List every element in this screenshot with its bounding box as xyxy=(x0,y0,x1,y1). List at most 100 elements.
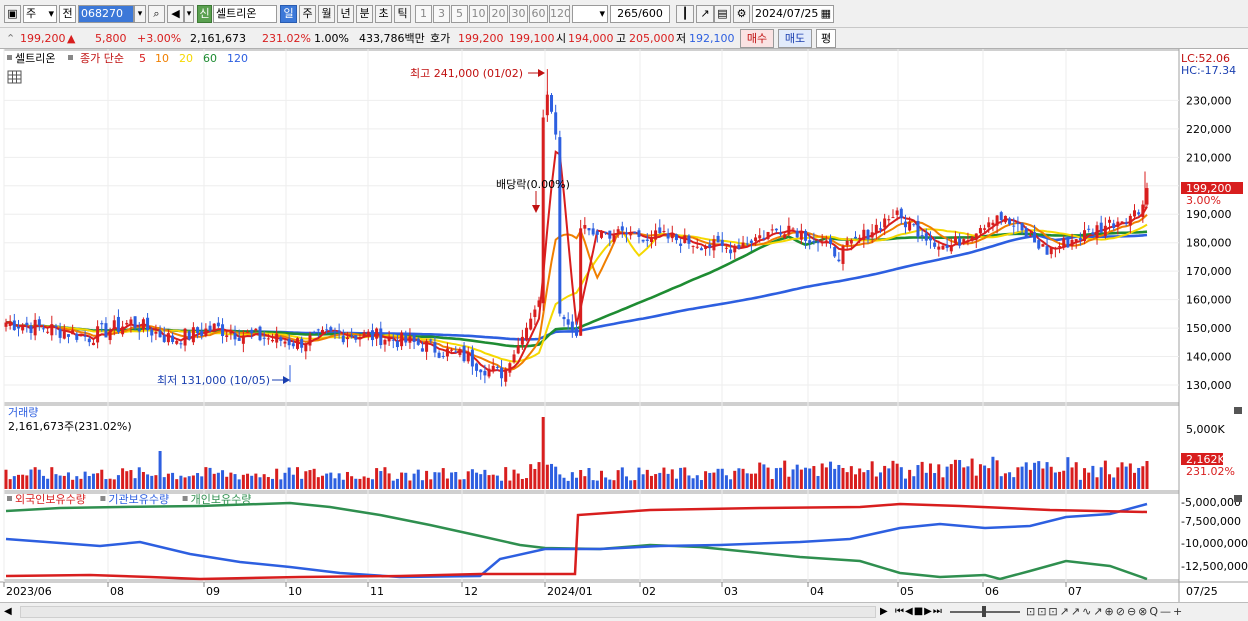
candle-body xyxy=(928,237,932,241)
ma-legend-label[interactable]: 10 xyxy=(155,52,169,65)
volume-bar xyxy=(416,469,420,489)
holdings-legend-label[interactable]: 외국인보유수량 xyxy=(15,493,86,506)
volume-bar xyxy=(400,472,404,489)
panel-close-icon[interactable] xyxy=(1234,407,1242,414)
minute-count-button-4[interactable]: 20 xyxy=(489,5,508,23)
save-icon[interactable]: ▤ xyxy=(714,5,731,23)
candle-body xyxy=(1133,210,1137,217)
candle-body xyxy=(908,222,912,231)
candle-body xyxy=(325,329,329,331)
candle-body xyxy=(1053,248,1057,250)
scroll-track[interactable] xyxy=(20,606,876,618)
legend-close-label[interactable]: 종가 단순 xyxy=(80,52,124,65)
open-label: 시 xyxy=(556,32,567,45)
date-field[interactable]: 2024/07/25 ▦ xyxy=(752,5,834,23)
period-button-6[interactable]: 틱 xyxy=(394,5,411,23)
candle-body xyxy=(404,334,408,343)
volume-bar xyxy=(670,469,674,489)
candle-body xyxy=(953,236,957,244)
ma-legend-label[interactable]: 120 xyxy=(227,52,248,65)
volume-bar xyxy=(620,467,624,489)
legend-stock-name[interactable]: 셀트리온 xyxy=(15,52,55,65)
candle-body xyxy=(554,112,558,135)
table-icon[interactable] xyxy=(7,70,22,84)
candle-body xyxy=(416,338,420,345)
speaker-icon[interactable]: ◀ xyxy=(167,5,184,23)
volume-bar xyxy=(1095,477,1099,489)
balance-button[interactable]: 평 xyxy=(816,29,836,48)
minute-count-button-5[interactable]: 30 xyxy=(509,5,528,23)
candle-body xyxy=(1058,246,1062,248)
volume-tag-pct: 231.02% xyxy=(1186,465,1235,478)
candle-body xyxy=(1003,215,1007,223)
scroll-right-icon[interactable]: ▶ xyxy=(880,606,888,617)
zoom-slider-thumb[interactable] xyxy=(982,606,986,617)
minute-count-button-0[interactable]: 1 xyxy=(415,5,432,23)
credit-badge: 신 xyxy=(197,5,212,23)
period-button-1[interactable]: 주 xyxy=(299,5,316,23)
period-button-2[interactable]: 월 xyxy=(318,5,335,23)
search-icon[interactable]: ⌕ xyxy=(148,5,165,23)
speaker-dropdown-icon[interactable]: ▾ xyxy=(184,5,194,23)
volume-bar xyxy=(895,463,899,489)
candle-body xyxy=(1049,247,1053,255)
chart-area: 230,000220,000210,000200,000190,000180,0… xyxy=(0,49,1248,602)
candle-type-icon[interactable]: ┃ xyxy=(676,5,694,23)
candle-body xyxy=(204,328,208,336)
chart-count-display[interactable]: 265/600 xyxy=(610,5,670,23)
candle-body xyxy=(999,212,1003,220)
candle-body xyxy=(304,344,308,352)
volume-bar xyxy=(300,478,304,489)
navigate-icons[interactable]: ⏮◀■▶⏭ xyxy=(895,606,943,617)
scroll-left-icon[interactable]: ◀ xyxy=(4,606,12,617)
candle-body xyxy=(312,332,316,334)
calendar-icon[interactable]: ▦ xyxy=(820,7,831,20)
candle-body xyxy=(804,230,808,241)
compare-button[interactable]: 전 xyxy=(59,5,76,23)
volume-bar xyxy=(562,477,566,489)
minute-count-button-1[interactable]: 3 xyxy=(433,5,450,23)
volume-bar xyxy=(1133,472,1137,489)
minute-count-button-6[interactable]: 60 xyxy=(529,5,548,23)
volume-bar xyxy=(354,478,358,489)
ma-legend-label[interactable]: 60 xyxy=(203,52,217,65)
stock-name-field[interactable]: 셀트리온 xyxy=(213,5,277,23)
holdings-legend-label[interactable]: 기관보유수량 xyxy=(108,493,169,506)
period-button-0[interactable]: 일 xyxy=(280,5,297,23)
sell-button[interactable]: 매도 xyxy=(778,29,812,48)
stock-chart[interactable]: 230,000220,000210,000200,000190,000180,0… xyxy=(0,49,1248,602)
minute-count-button-2[interactable]: 5 xyxy=(451,5,468,23)
period-type-select[interactable]: 주 ▾ xyxy=(23,5,57,23)
code-dropdown-icon[interactable]: ▾ xyxy=(134,5,146,23)
volume-bar xyxy=(733,470,737,489)
volume-bar xyxy=(641,474,645,489)
ma-legend-label[interactable]: 20 xyxy=(179,52,193,65)
period-button-3[interactable]: 년 xyxy=(337,5,354,23)
gear-icon[interactable]: ⚙ xyxy=(733,5,750,23)
candle-body xyxy=(870,232,874,238)
stock-code-input[interactable]: 068270 xyxy=(78,5,134,23)
drawing-tools-icons[interactable]: ⊡⊡⊡↗↗∿↗⊕⊘⊖⊗Q—+ xyxy=(1026,605,1185,618)
period-button-4[interactable]: 분 xyxy=(356,5,373,23)
candle-body xyxy=(1037,240,1041,249)
volume-bar xyxy=(666,473,670,489)
minute-count-button-3[interactable]: 10 xyxy=(469,5,488,23)
buy-button[interactable]: 매수 xyxy=(740,29,774,48)
candle-body xyxy=(983,228,987,230)
volume-bar xyxy=(1049,466,1053,489)
window-icon[interactable]: ▣ xyxy=(4,5,21,23)
volume-bar xyxy=(87,476,91,489)
panel-close-icon[interactable] xyxy=(1234,495,1242,502)
minute-count-button-7[interactable]: 120 xyxy=(549,5,570,23)
holdings-legend-label[interactable]: 개인보유수량 xyxy=(191,493,252,506)
indicator-icon[interactable]: ↗ xyxy=(696,5,714,23)
volume-bar xyxy=(225,476,229,489)
volume-bar xyxy=(899,467,903,489)
chart-count-select[interactable]: ▾ xyxy=(572,5,608,23)
current-price: 199,200 xyxy=(20,32,66,45)
ma-legend-label[interactable]: 5 xyxy=(139,52,146,65)
horizontal-scrollbar[interactable]: ◀ ▶ ⏮◀■▶⏭ ⊡⊡⊡↗↗∿↗⊕⊘⊖⊗Q—+ xyxy=(0,602,1248,621)
x-axis-label: 03 xyxy=(724,585,738,598)
period-button-5[interactable]: 초 xyxy=(375,5,392,23)
volume-bar xyxy=(1120,462,1124,489)
